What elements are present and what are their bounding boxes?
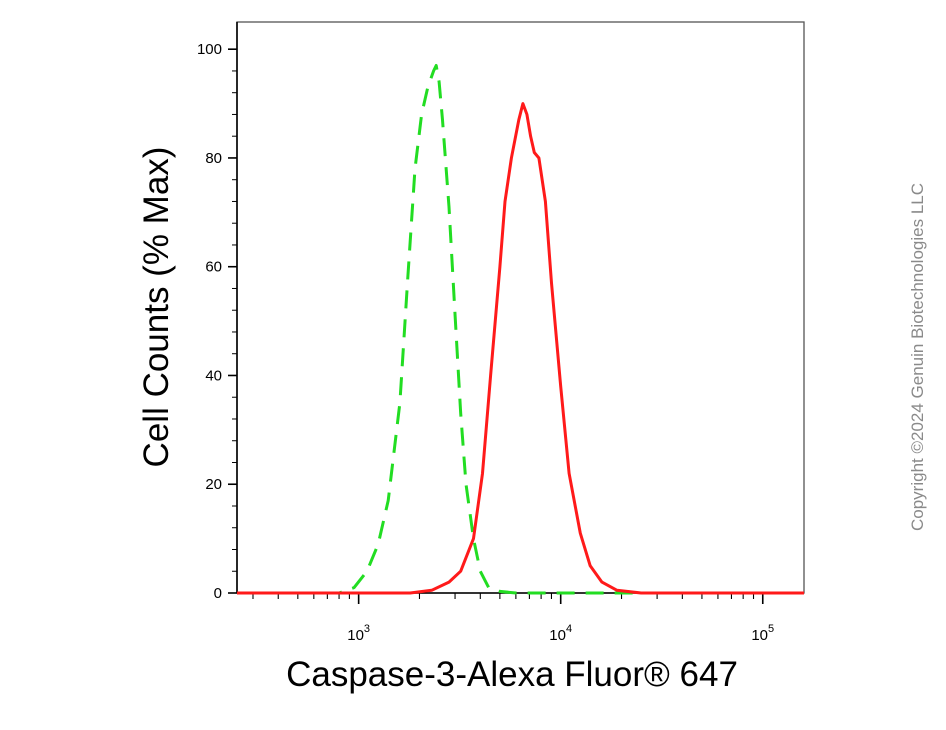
x-tick-label: 103 [347, 623, 370, 644]
y-tick-label: 80 [205, 150, 222, 167]
copyright-watermark: Copyright ©2024 Genuin Biotechnologies L… [908, 183, 927, 531]
series-layer [237, 64, 804, 595]
x-axis: 103 104 105 [237, 592, 804, 644]
y-tick-label: 40 [205, 367, 222, 384]
control-series-line [237, 64, 804, 595]
y-axis: 0 20 40 60 80 100 [197, 22, 238, 602]
x-axis-title: Caspase-3-Alexa Fluor® 647 [286, 655, 738, 694]
y-axis-title: Cell Counts (% Max) [137, 147, 176, 468]
x-tick-label: 104 [549, 623, 572, 644]
x-tick-label: 105 [751, 623, 774, 644]
y-tick-label: 0 [214, 585, 222, 602]
y-tick-label: 20 [205, 476, 222, 493]
stained-series-line [237, 102, 804, 595]
y-tick-label: 100 [197, 41, 222, 58]
y-tick-label: 60 [205, 259, 222, 276]
